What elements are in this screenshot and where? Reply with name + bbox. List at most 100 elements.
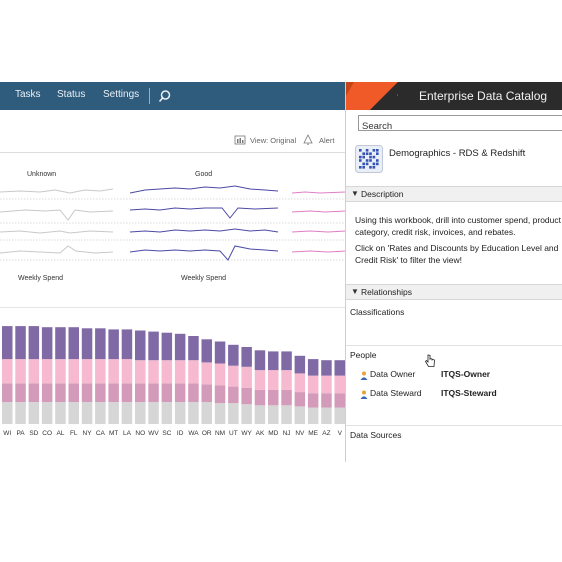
bar-segment-PA-2[interactable]: [15, 359, 26, 384]
bar-segment-NO-2[interactable]: [135, 360, 146, 384]
bar-segment-ME-0[interactable]: [307, 407, 319, 425]
bar-segment-CA-0[interactable]: [95, 402, 106, 424]
bar-segment-NV-3[interactable]: [294, 355, 306, 374]
bar-segment-CA-3[interactable]: [95, 328, 106, 360]
bar-segment-MD-1[interactable]: [268, 389, 279, 406]
bar-segment-ID-1[interactable]: [174, 383, 186, 402]
data-owner-value[interactable]: ITQS-Owner: [441, 369, 491, 379]
bar-segment-WV-2[interactable]: [148, 360, 159, 384]
bar-segment-MD-3[interactable]: [268, 351, 279, 371]
bar-segment-NM-1[interactable]: [214, 385, 226, 404]
bar-segment-NO-1[interactable]: [135, 383, 146, 402]
bar-segment-NY-2[interactable]: [81, 359, 93, 384]
bar-segment-V-3[interactable]: [334, 360, 346, 376]
bar-segment-SD-3[interactable]: [28, 326, 40, 360]
search-input[interactable]: [359, 120, 562, 133]
bar-segment-AL-3[interactable]: [55, 327, 66, 360]
bar-segment-ID-3[interactable]: [174, 333, 186, 361]
bar-segment-WY-0[interactable]: [241, 404, 252, 424]
bar-segment-AL-0[interactable]: [55, 402, 66, 424]
bar-segment-NV-0[interactable]: [294, 406, 306, 424]
bar-segment-AK-2[interactable]: [254, 370, 266, 390]
nav-settings[interactable]: Settings: [103, 89, 140, 100]
bar-segment-WI-2[interactable]: [2, 359, 13, 384]
bar-segment-WA-1[interactable]: [188, 383, 199, 402]
bar-segment-NJ-3[interactable]: [281, 351, 292, 371]
bar-segment-CO-0[interactable]: [41, 402, 53, 424]
view-original-button[interactable]: View: Original: [250, 136, 297, 145]
bar-segment-LA-3[interactable]: [121, 329, 133, 360]
bar-segment-NY-1[interactable]: [81, 383, 93, 402]
bar-segment-CO-1[interactable]: [41, 383, 53, 402]
asset-title[interactable]: Demographics - RDS & Redshift: [389, 148, 526, 159]
bar-segment-NV-2[interactable]: [294, 373, 306, 393]
bar-segment-AZ-1[interactable]: [321, 393, 332, 408]
bar-segment-NV-1[interactable]: [294, 392, 306, 407]
bar-segment-AL-1[interactable]: [55, 383, 66, 402]
data-steward-value[interactable]: ITQS-Steward: [441, 388, 497, 398]
bar-segment-UT-3[interactable]: [228, 344, 239, 366]
bar-segment-ID-0[interactable]: [174, 402, 186, 424]
bar-segment-NJ-0[interactable]: [281, 405, 292, 424]
bar-segment-UT-1[interactable]: [228, 386, 239, 404]
bar-segment-NY-0[interactable]: [81, 402, 93, 424]
bar-segment-NJ-2[interactable]: [281, 370, 292, 390]
bar-segment-MT-0[interactable]: [108, 402, 119, 424]
bar-segment-SD-1[interactable]: [28, 383, 40, 402]
bar-segment-FL-1[interactable]: [68, 383, 80, 402]
bar-segment-PA-1[interactable]: [15, 383, 26, 402]
bar-segment-CA-2[interactable]: [95, 359, 106, 384]
relationships-section-header[interactable]: ▼ Relationships: [346, 284, 562, 300]
bar-segment-OR-2[interactable]: [201, 362, 213, 385]
bar-segment-CO-3[interactable]: [41, 327, 53, 360]
bar-segment-WI-1[interactable]: [2, 383, 13, 402]
bar-segment-FL-2[interactable]: [68, 359, 80, 384]
bar-segment-NO-3[interactable]: [135, 330, 146, 361]
bar-segment-SC-3[interactable]: [161, 332, 173, 361]
bar-segment-PA-0[interactable]: [15, 402, 26, 424]
bar-segment-SC-1[interactable]: [161, 383, 173, 402]
bar-segment-MT-3[interactable]: [108, 329, 119, 360]
bar-segment-SC-0[interactable]: [161, 402, 173, 424]
bar-segment-LA-1[interactable]: [121, 383, 133, 402]
bar-segment-AZ-3[interactable]: [321, 360, 332, 376]
bar-segment-NY-3[interactable]: [81, 328, 93, 360]
bar-segment-PA-3[interactable]: [15, 326, 26, 360]
bar-segment-WA-3[interactable]: [188, 336, 199, 361]
bar-segment-ID-2[interactable]: [174, 360, 186, 384]
bar-segment-AZ-2[interactable]: [321, 375, 332, 394]
bar-segment-WY-3[interactable]: [241, 347, 252, 367]
alert-button[interactable]: Alert: [319, 136, 335, 145]
bar-segment-MD-0[interactable]: [268, 405, 279, 424]
search-icon[interactable]: [158, 89, 172, 103]
bar-segment-OR-3[interactable]: [201, 339, 213, 363]
bar-segment-NM-3[interactable]: [214, 341, 226, 364]
bar-segment-MT-1[interactable]: [108, 383, 119, 402]
description-section-header[interactable]: ▼ Description: [346, 186, 562, 202]
bar-segment-NM-0[interactable]: [214, 403, 226, 424]
nav-tasks[interactable]: Tasks: [15, 89, 41, 100]
bar-segment-MD-2[interactable]: [268, 370, 279, 390]
bar-segment-AZ-0[interactable]: [321, 407, 332, 425]
bar-segment-AK-1[interactable]: [254, 389, 266, 406]
bar-segment-AK-3[interactable]: [254, 350, 266, 371]
catalog-search-box[interactable]: [358, 115, 562, 133]
bar-segment-V-2[interactable]: [334, 375, 346, 394]
bar-segment-WY-2[interactable]: [241, 366, 252, 388]
bar-segment-SD-2[interactable]: [28, 359, 40, 384]
bar-segment-FL-0[interactable]: [68, 402, 80, 424]
bar-segment-FL-3[interactable]: [68, 327, 80, 360]
bar-segment-UT-0[interactable]: [228, 403, 239, 424]
bar-segment-ME-3[interactable]: [307, 359, 319, 376]
bar-segment-WA-2[interactable]: [188, 360, 199, 384]
bar-segment-LA-2[interactable]: [121, 359, 133, 384]
nav-status[interactable]: Status: [57, 89, 86, 100]
bar-segment-NM-2[interactable]: [214, 363, 226, 386]
bar-segment-MT-2[interactable]: [108, 359, 119, 384]
bar-segment-ME-2[interactable]: [307, 375, 319, 394]
bar-segment-WA-0[interactable]: [188, 402, 199, 424]
bar-segment-V-1[interactable]: [334, 393, 346, 408]
bar-segment-AL-2[interactable]: [55, 359, 66, 384]
bar-segment-AK-0[interactable]: [254, 405, 266, 424]
bar-segment-V-0[interactable]: [334, 407, 346, 425]
